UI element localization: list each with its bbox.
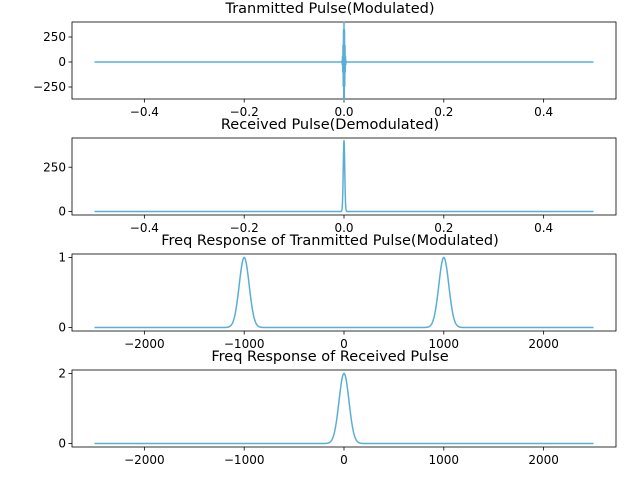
x-tick-label: 2000 xyxy=(528,337,559,351)
x-tick-label: 0.4 xyxy=(534,221,553,235)
y-tick-label: 250 xyxy=(43,160,66,174)
axis-ticks: −2000 −1000 0 1000 2000 0 1 xyxy=(58,251,559,351)
axis-ticks: −0.4 −0.2 0.0 0.2 0.4 0 250 xyxy=(43,160,553,235)
series-line xyxy=(93,21,595,101)
x-tick-label: −1000 xyxy=(224,337,265,351)
x-tick-label: −0.2 xyxy=(230,221,259,235)
y-tick-label: 0 xyxy=(58,55,66,69)
series-line xyxy=(93,372,595,445)
y-tick-label: 0 xyxy=(58,437,66,451)
axis-ticks: −0.4 −0.2 0.0 0.2 0.4 −250 0 250 xyxy=(33,30,553,119)
x-tick-label: 2000 xyxy=(528,453,559,467)
x-tick-label: −2000 xyxy=(124,337,165,351)
subplot-freq-response-transmitted: Freq Response of Tranmitted Pulse(Modula… xyxy=(58,233,617,351)
x-tick-label: 0.4 xyxy=(534,105,553,119)
series-line xyxy=(93,256,595,329)
subplot-title: Freq Response of Tranmitted Pulse(Modula… xyxy=(161,233,499,249)
subplot-received-pulse: Received Pulse(Demodulated) −0.4 −0.2 0.0 0… xyxy=(43,117,617,235)
x-tick-label: 1000 xyxy=(429,453,460,467)
y-tick-label: 1 xyxy=(58,251,66,265)
x-tick-label: 0.2 xyxy=(434,105,453,119)
x-tick-label: −0.4 xyxy=(130,105,159,119)
x-tick-label: 0 xyxy=(340,337,348,351)
y-tick-label: −250 xyxy=(33,80,66,94)
subplot-title: Tranmitted Pulse(Modulated) xyxy=(224,1,434,17)
subplot-freq-response-received: Freq Response of Received Pulse −2000 −10… xyxy=(58,349,617,467)
x-tick-label: −1000 xyxy=(224,453,265,467)
x-tick-label: −2000 xyxy=(124,453,165,467)
x-tick-label: 0.0 xyxy=(334,221,353,235)
x-tick-label: 0 xyxy=(340,453,348,467)
x-tick-label: −0.4 xyxy=(130,221,159,235)
series-line xyxy=(93,139,595,213)
subplot-title: Freq Response of Received Pulse xyxy=(211,349,448,365)
x-tick-label: 0.2 xyxy=(434,221,453,235)
y-tick-label: 0 xyxy=(58,205,66,219)
x-tick-label: 0.0 xyxy=(334,105,353,119)
subplot-transmitted-pulse: Tranmitted Pulse(Modulated) −0.4 −0.2 0.0 0… xyxy=(33,1,617,119)
axis-ticks: −2000 −1000 0 1000 2000 0 2 xyxy=(58,367,559,467)
x-tick-label: −0.2 xyxy=(230,105,259,119)
x-tick-label: 1000 xyxy=(429,337,460,351)
y-tick-label: 0 xyxy=(58,321,66,335)
y-tick-label: 2 xyxy=(58,367,66,381)
subplot-title: Received Pulse(Demodulated) xyxy=(221,117,439,133)
y-tick-label: 250 xyxy=(43,30,66,44)
